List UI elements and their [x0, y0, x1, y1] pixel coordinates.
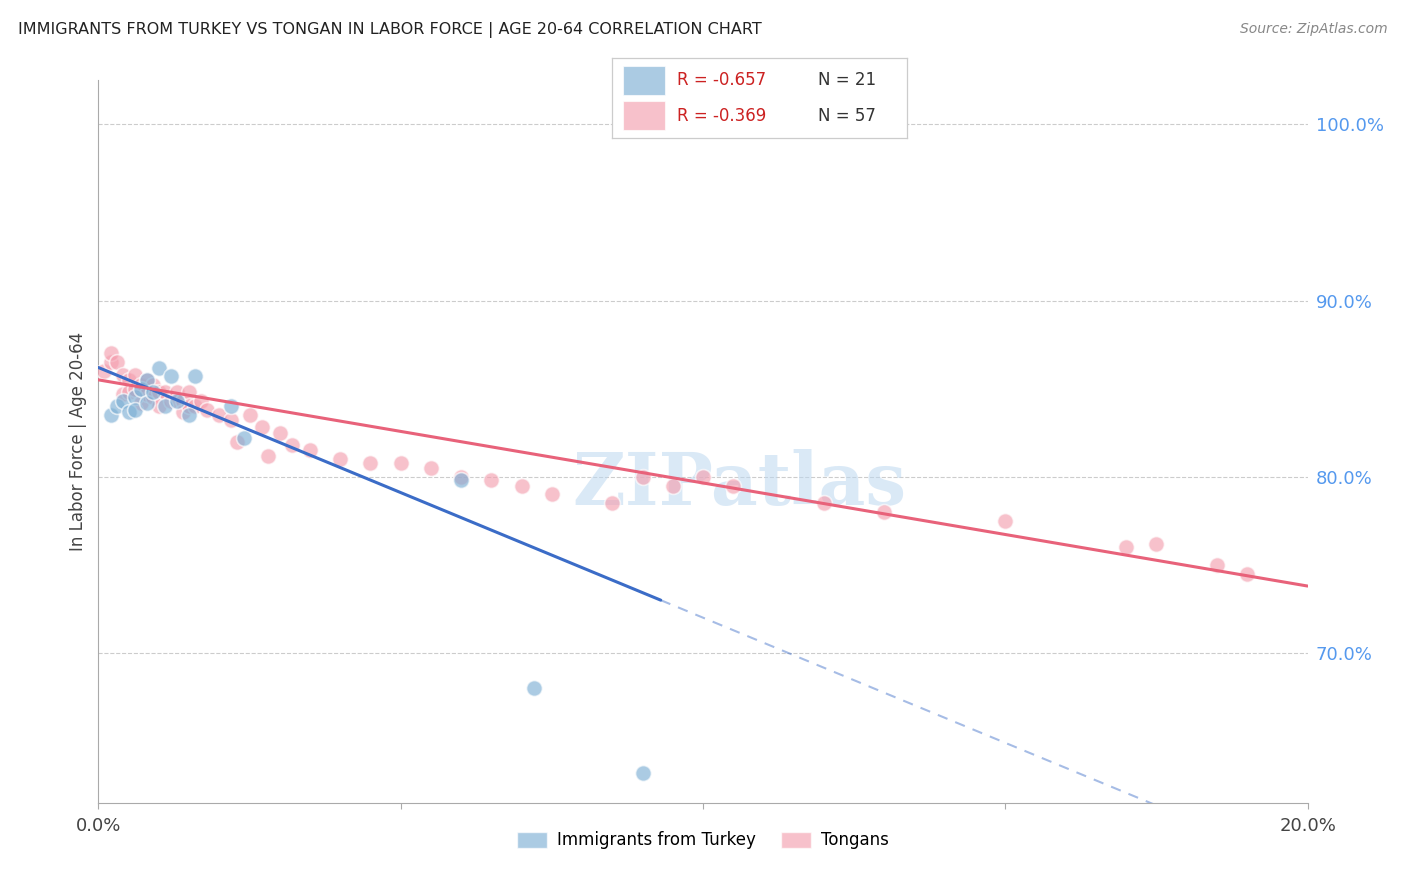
Point	[631, 470, 654, 484]
Point	[100, 408, 122, 422]
Point	[179, 408, 201, 422]
Point	[179, 399, 201, 413]
Text: ZIPatlas: ZIPatlas	[572, 450, 907, 520]
Text: R = -0.369: R = -0.369	[676, 107, 766, 125]
Point	[184, 399, 207, 413]
Point	[510, 478, 533, 492]
Text: IMMIGRANTS FROM TURKEY VS TONGAN IN LABOR FORCE | AGE 20-64 CORRELATION CHART: IMMIGRANTS FROM TURKEY VS TONGAN IN LABO…	[18, 22, 762, 38]
Point	[239, 408, 262, 422]
Legend: Immigrants from Turkey, Tongans: Immigrants from Turkey, Tongans	[510, 824, 896, 856]
Point	[873, 505, 896, 519]
Point	[389, 456, 412, 470]
Point	[148, 360, 170, 375]
Point	[523, 681, 546, 696]
Point	[184, 369, 207, 384]
Point	[100, 346, 122, 360]
Point	[195, 402, 218, 417]
Point	[692, 470, 714, 484]
Point	[153, 385, 176, 400]
Point	[118, 373, 141, 387]
Point	[160, 394, 183, 409]
Point	[813, 496, 835, 510]
Text: R = -0.657: R = -0.657	[676, 71, 766, 89]
Text: N = 21: N = 21	[818, 71, 876, 89]
Point	[129, 378, 152, 392]
Point	[723, 478, 745, 492]
Point	[100, 355, 122, 369]
Point	[111, 368, 134, 382]
Point	[256, 449, 278, 463]
Point	[179, 385, 201, 400]
Point	[124, 382, 146, 396]
Point	[111, 394, 134, 409]
Text: Source: ZipAtlas.com: Source: ZipAtlas.com	[1240, 22, 1388, 37]
Point	[166, 394, 188, 409]
Text: N = 57: N = 57	[818, 107, 876, 125]
Point	[142, 378, 165, 392]
Point	[166, 385, 188, 400]
Point	[299, 443, 322, 458]
Point	[450, 470, 472, 484]
Point	[124, 402, 146, 417]
Point	[135, 373, 157, 387]
Point	[172, 394, 194, 409]
Bar	[623, 102, 665, 130]
Point	[148, 385, 170, 400]
Point	[148, 399, 170, 413]
Point	[135, 387, 157, 401]
Point	[118, 385, 141, 400]
Point	[124, 391, 146, 405]
Point	[93, 364, 115, 378]
Point	[1115, 541, 1137, 555]
Point	[221, 399, 243, 413]
Point	[450, 473, 472, 487]
Point	[281, 438, 304, 452]
Point	[135, 396, 157, 410]
Point	[153, 399, 176, 413]
Point	[329, 452, 352, 467]
Point	[1236, 566, 1258, 581]
Point	[631, 765, 654, 780]
Point	[1206, 558, 1229, 572]
Point	[540, 487, 562, 501]
Point	[250, 420, 273, 434]
Point	[129, 396, 152, 410]
Point	[420, 461, 443, 475]
Point	[602, 496, 624, 510]
Point	[360, 456, 382, 470]
Point	[172, 404, 194, 418]
Y-axis label: In Labor Force | Age 20-64: In Labor Force | Age 20-64	[69, 332, 87, 551]
Point	[481, 473, 503, 487]
Point	[118, 404, 141, 418]
Point	[142, 385, 165, 400]
Point	[105, 355, 128, 369]
Point	[135, 373, 157, 387]
Point	[221, 413, 243, 427]
Point	[994, 514, 1017, 528]
Point	[129, 382, 152, 396]
Point	[232, 431, 254, 445]
Point	[160, 369, 183, 384]
Point	[105, 399, 128, 413]
Point	[208, 408, 231, 422]
Bar	[623, 66, 665, 95]
Point	[269, 425, 291, 440]
Point	[226, 434, 249, 449]
Point	[661, 478, 683, 492]
Point	[111, 387, 134, 401]
Point	[142, 391, 165, 405]
Point	[1144, 537, 1167, 551]
Point	[124, 368, 146, 382]
Point	[190, 394, 212, 409]
